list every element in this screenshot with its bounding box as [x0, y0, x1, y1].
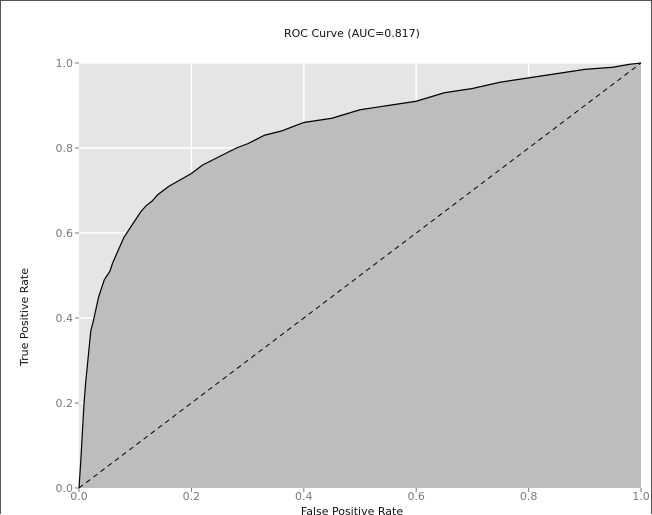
y-tick-label: 0.0: [56, 482, 74, 495]
x-tick-label: 0.0: [70, 490, 88, 503]
x-tick-label: 0.8: [520, 490, 538, 503]
x-tick-label: 0.4: [295, 490, 313, 503]
x-tick-label: 0.6: [407, 490, 425, 503]
axis-ticks: 0.0 0.2 0.4 0.6 0.8 1.0 0.0 0.2 0.4 0.6 0.8 1.0: [56, 57, 650, 503]
x-tick-label: 0.2: [183, 490, 201, 503]
y-tick-label: 1.0: [56, 57, 74, 70]
y-tick-label: 0.6: [56, 227, 74, 240]
x-tick-label: 1.0: [632, 490, 650, 503]
x-axis-title: False Positive Rate: [301, 505, 403, 515]
random-baseline-line: [78, 62, 642, 489]
chart-title: ROC Curve (AUC=0.817): [284, 27, 420, 40]
y-tick-label: 0.2: [56, 397, 74, 410]
roc-curve-line: [78, 62, 642, 489]
y-tick-label: 0.4: [56, 312, 74, 325]
y-tick-label: 0.8: [56, 142, 74, 155]
y-axis-title: True Positive Rate: [18, 268, 31, 367]
